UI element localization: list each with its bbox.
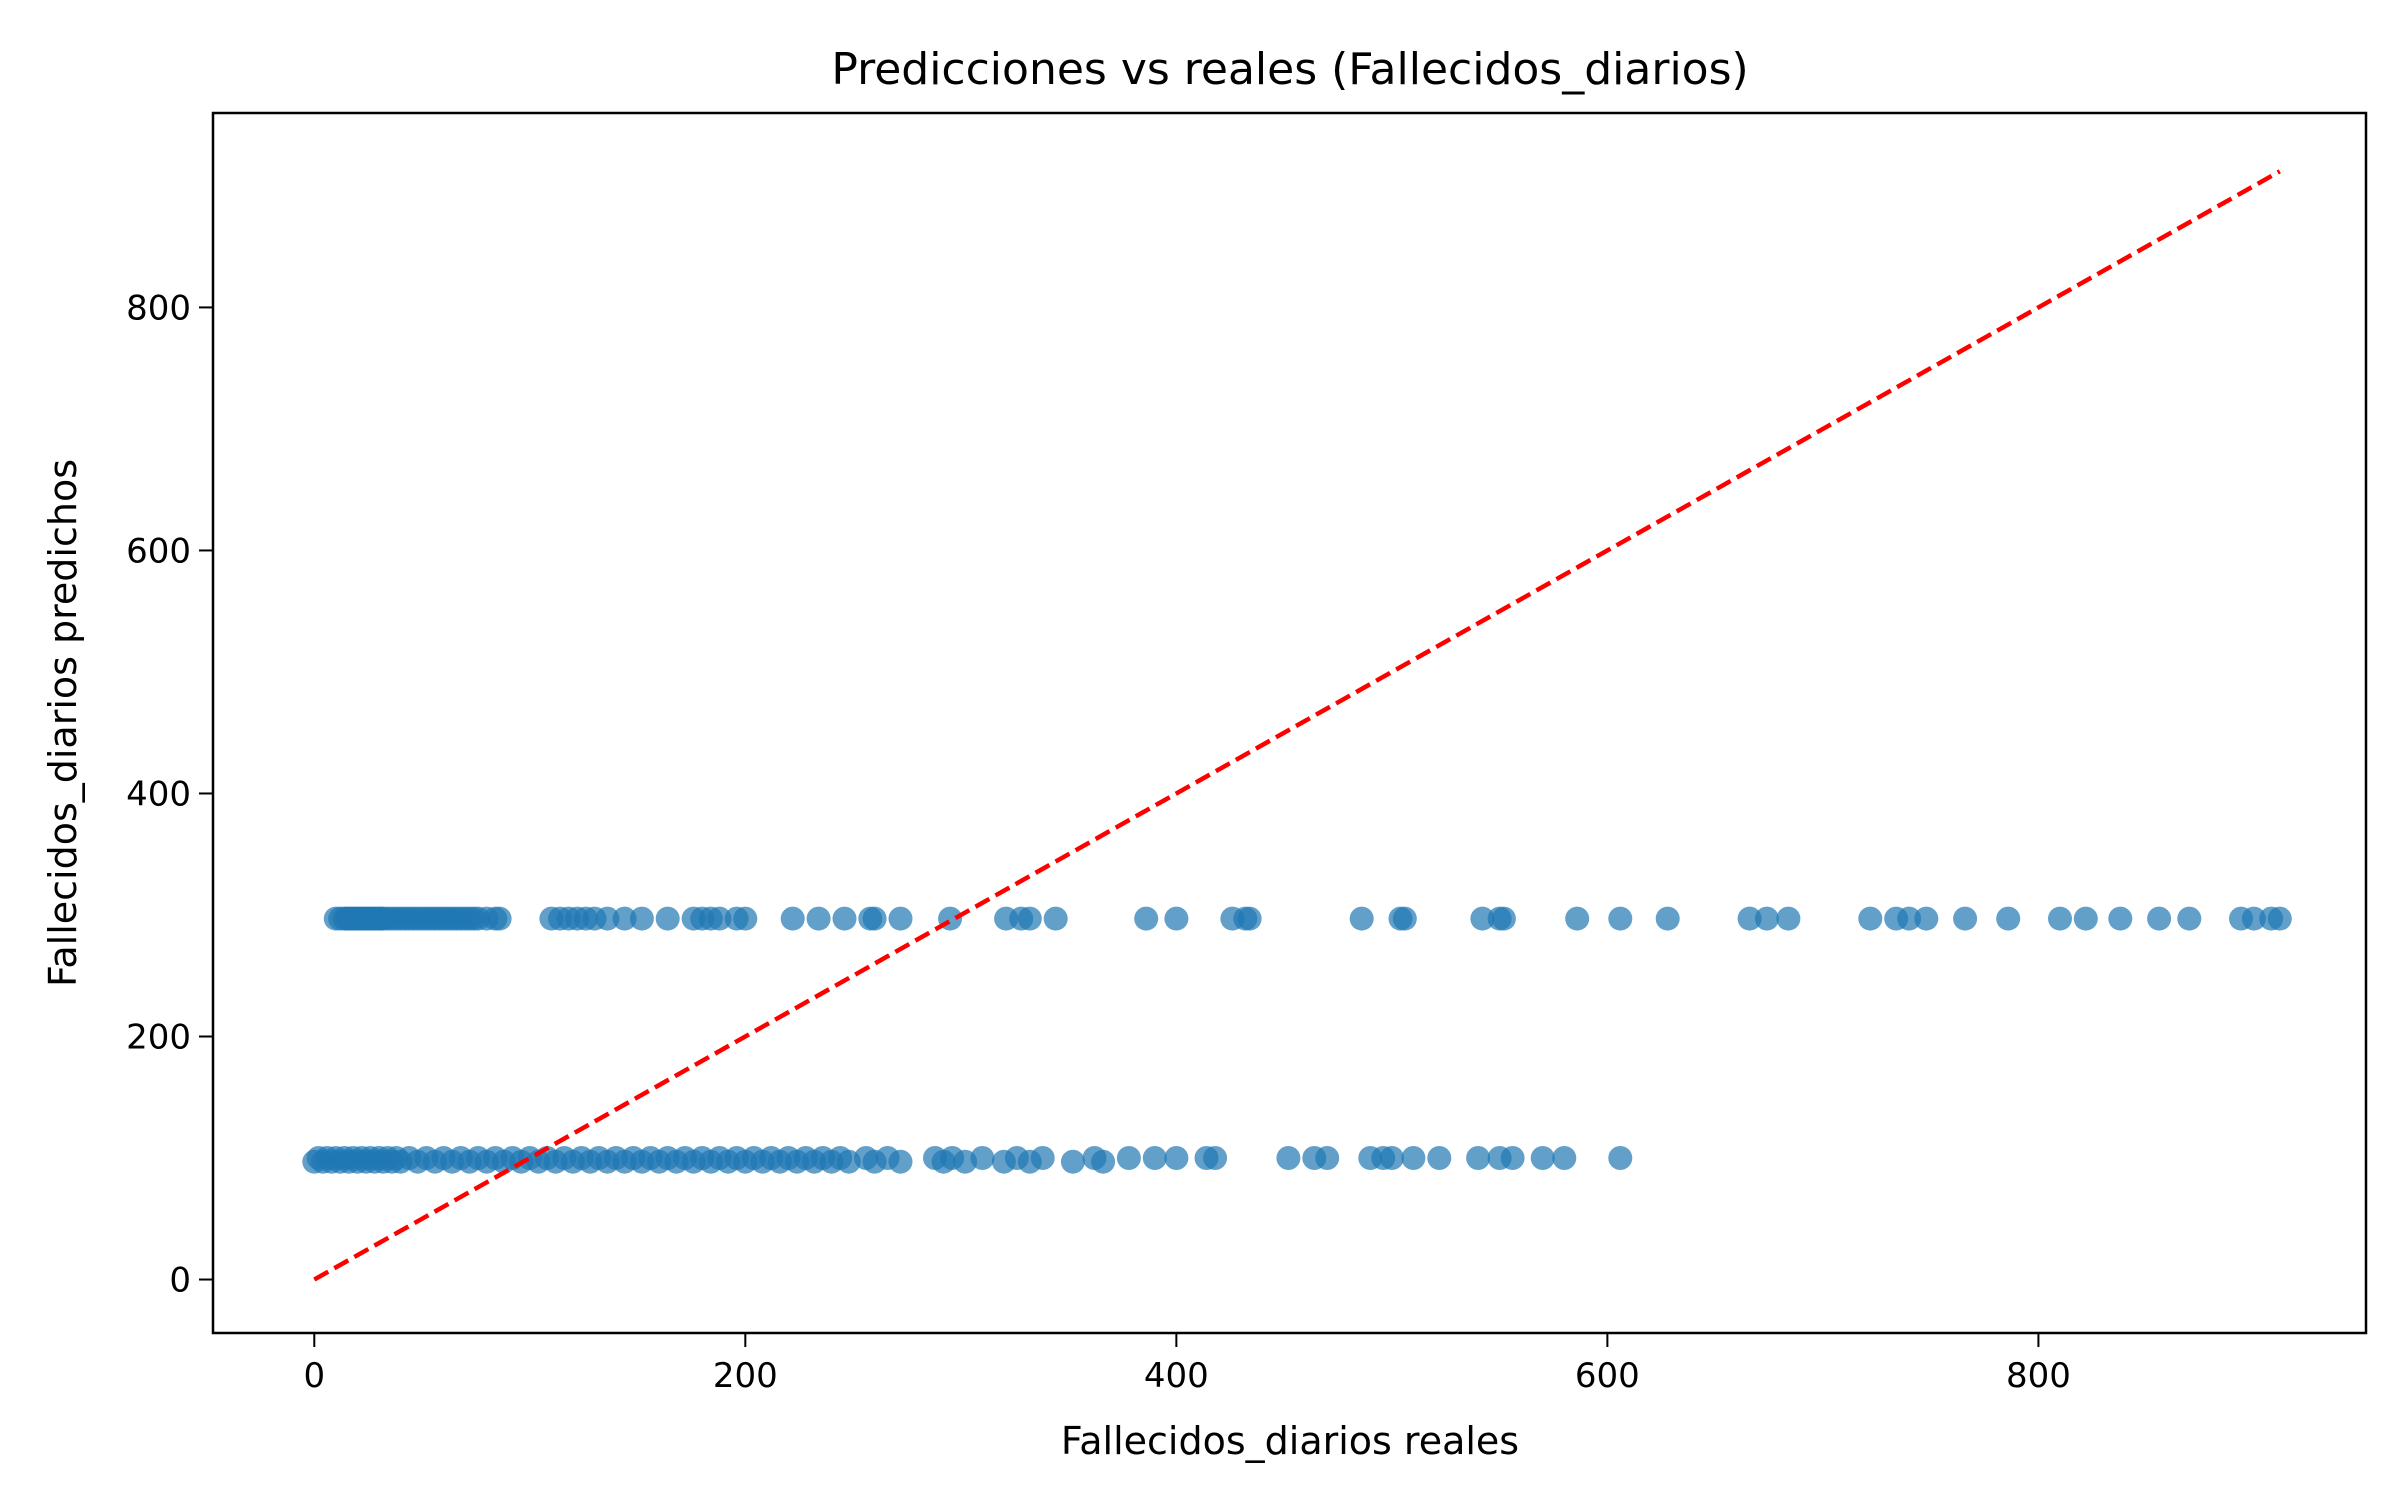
scatter-point — [1914, 906, 1939, 931]
scatter-point — [612, 906, 637, 931]
x-axis-label: Fallecidos_diarios reales — [1061, 1419, 1519, 1463]
scatter-point — [1491, 906, 1516, 931]
scatter-point — [733, 906, 758, 931]
scatter-point — [1427, 1146, 1452, 1170]
y-tick-label: 0 — [169, 1261, 191, 1301]
scatter-point — [1500, 1146, 1525, 1170]
scatter-point — [1565, 906, 1590, 931]
scatter-point — [2048, 906, 2072, 931]
y-axis-ticks: 0 200 400 600 800 — [126, 288, 213, 1301]
scatter-point — [1776, 906, 1801, 931]
y-axis-label: Fallecidos_diarios predichos — [41, 459, 85, 987]
scatter-point — [655, 906, 680, 931]
scatter-point — [1754, 906, 1779, 931]
scatter-point — [1608, 1146, 1633, 1170]
x-tick-label: 600 — [1575, 1356, 1640, 1396]
x-axis-ticks: 0 200 400 600 800 — [303, 1333, 2071, 1396]
scatter-point — [1017, 906, 1042, 931]
scatter-point — [1953, 906, 1978, 931]
scatter-point — [707, 906, 732, 931]
scatter-point — [970, 1146, 995, 1170]
scatter-point — [806, 906, 831, 931]
y-tick-label: 600 — [126, 531, 191, 571]
scatter-point — [1655, 906, 1680, 931]
scatter-point — [1276, 1146, 1301, 1170]
scatter-point — [1470, 906, 1495, 931]
scatter-point — [1401, 1146, 1426, 1170]
reference-line-layer — [313, 169, 2281, 1282]
scatter-point — [1466, 1146, 1491, 1170]
scatter-point — [780, 906, 805, 931]
plot-frame — [211, 111, 2368, 1335]
scatter-point — [1392, 906, 1417, 931]
y-tick-label: 200 — [126, 1018, 191, 1058]
scatter-point — [1996, 906, 2021, 931]
x-tick-label: 0 — [303, 1356, 325, 1396]
scatter-point — [1142, 1146, 1167, 1170]
scatter-point — [1134, 906, 1159, 931]
scatter-point — [1552, 1146, 1577, 1170]
scatter-point — [1530, 1146, 1555, 1170]
scatter-point — [1379, 1146, 1404, 1170]
scatter-point — [1030, 1146, 1055, 1170]
scatter-point — [888, 906, 913, 931]
x-tick-label: 800 — [2006, 1356, 2071, 1396]
x-tick-label: 200 — [713, 1356, 778, 1396]
scatter-point — [595, 906, 620, 931]
scatter-point — [2177, 906, 2202, 931]
scatter-point — [629, 906, 654, 931]
x-tick-label: 400 — [1144, 1356, 1209, 1396]
scatter-point — [487, 906, 512, 931]
scatter-point — [1043, 906, 1068, 931]
scatter-points — [302, 906, 2292, 1174]
scatter-point — [1897, 906, 1922, 931]
scatter-point — [1116, 1146, 1141, 1170]
scatter-point — [1164, 1146, 1189, 1170]
scatter-point — [2267, 906, 2292, 931]
scatter-point — [1858, 906, 1883, 931]
scatter-point — [2108, 906, 2133, 931]
y-tick-label: 400 — [126, 774, 191, 814]
y-tick-label: 800 — [126, 288, 191, 328]
scatter-point — [2147, 906, 2172, 931]
scatter-point — [1203, 1146, 1228, 1170]
scatter-point — [862, 906, 887, 931]
scatter-point — [1164, 906, 1189, 931]
scatter-point — [1737, 906, 1762, 931]
scatter-point — [888, 1149, 913, 1174]
scatter-point — [1091, 1149, 1116, 1174]
chart-title: Predicciones vs reales (Fallecidos_diari… — [831, 44, 1748, 95]
scatter-point — [1060, 1149, 1085, 1174]
reference-line — [313, 169, 2281, 1282]
scatter-point — [1349, 906, 1374, 931]
scatter-point — [1608, 906, 1633, 931]
scatter-point — [1315, 1146, 1340, 1170]
scatter-point — [2241, 906, 2266, 931]
scatter-point — [2073, 906, 2098, 931]
scatter-point — [1237, 906, 1262, 931]
scatter-point — [832, 906, 857, 931]
